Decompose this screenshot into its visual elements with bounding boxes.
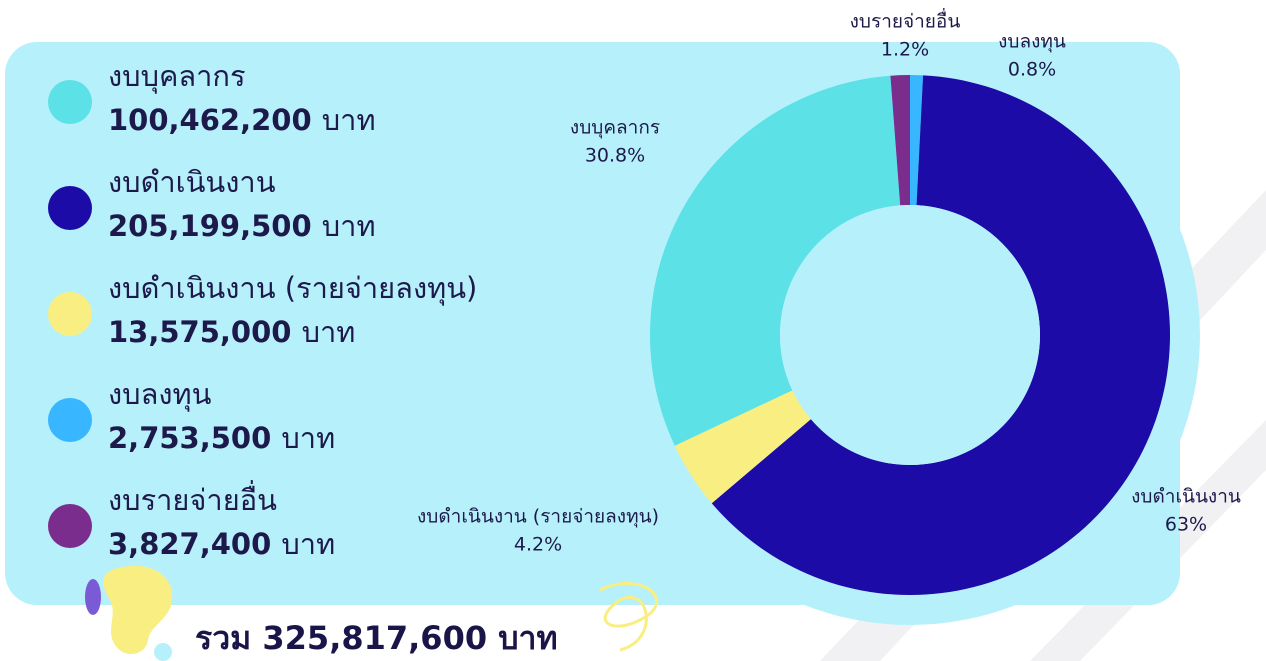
legend-swatch xyxy=(48,80,92,124)
legend-amount: 2,753,500 xyxy=(108,421,271,455)
legend-amount-line: 2,753,500 บาท xyxy=(108,421,335,455)
decor-dot xyxy=(154,643,172,661)
legend-amount: 3,827,400 xyxy=(108,527,271,561)
decor-blob xyxy=(85,579,101,615)
legend-unit: บาท xyxy=(322,209,376,243)
legend-amount-line: 13,575,000 บาท xyxy=(108,315,355,349)
legend-amount-line: 205,199,500 บาท xyxy=(108,209,376,243)
legend-amount: 205,199,500 xyxy=(108,209,312,243)
slice-value-label: 30.8% xyxy=(585,145,645,167)
slice-value-label: 0.8% xyxy=(1008,59,1056,81)
legend-swatch xyxy=(48,398,92,442)
donut xyxy=(650,75,1170,596)
slice xyxy=(890,75,910,206)
total-amount: 325,817,600 xyxy=(262,619,487,657)
slice-label: งบดำเนินงาน xyxy=(1131,486,1241,508)
legend-amount: 13,575,000 xyxy=(108,315,291,349)
legend-unit: บาท xyxy=(281,527,335,561)
slice-label: งบรายจ่ายอื่น xyxy=(850,8,961,33)
slice xyxy=(674,390,811,504)
slice xyxy=(910,75,924,206)
legend-swatch xyxy=(48,186,92,230)
slice-label: งบบุคลากร xyxy=(570,117,660,140)
slice-value-label: 4.2% xyxy=(514,534,562,556)
legend-swatch xyxy=(48,504,92,548)
slice-label: งบลงทุน xyxy=(998,31,1066,54)
decor-swirl xyxy=(599,581,658,652)
legend-amount: 100,462,200 xyxy=(108,103,312,137)
legend-amount-line: 100,462,200 บาท xyxy=(108,103,376,137)
total: รวม 325,817,600 บาท xyxy=(195,619,558,657)
slice-value-label: 63% xyxy=(1165,514,1207,536)
slice-label: งบดำเนินงาน (รายจ่ายลงทุน) xyxy=(417,506,659,529)
legend-swatch xyxy=(48,292,92,336)
donut-hole xyxy=(780,205,1040,465)
legend-unit: บาท xyxy=(322,103,376,137)
decor-blob xyxy=(103,565,173,655)
total-unit: บาท xyxy=(498,619,557,657)
legend-name: งบรายจ่ายอื่น xyxy=(108,480,277,517)
slice xyxy=(650,75,901,446)
legend-unit: บาท xyxy=(281,421,335,455)
legend-unit: บาท xyxy=(302,315,356,349)
legend-name: งบบุคลากร xyxy=(108,59,246,94)
slice xyxy=(711,75,1170,596)
legend-name: งบลงทุน xyxy=(108,377,212,412)
slice-value-label: 1.2% xyxy=(881,39,929,61)
total-prefix: รวม xyxy=(195,619,251,657)
legend-name: งบดำเนินงาน xyxy=(108,165,276,199)
legend-name: งบดำเนินงาน (รายจ่ายลงทุน) xyxy=(108,271,477,306)
legend-amount-line: 3,827,400 บาท xyxy=(108,527,335,561)
